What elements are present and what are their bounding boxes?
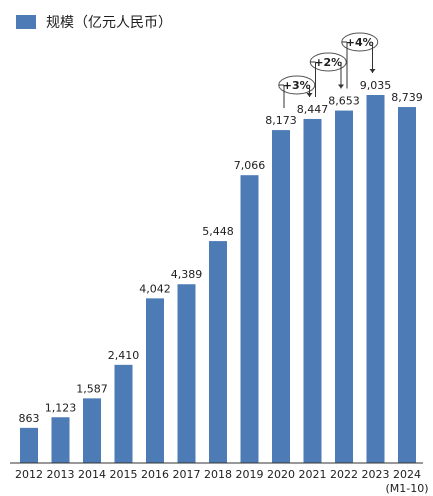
data-label: 7,066 — [234, 159, 266, 172]
x-tick-label: 2014 — [78, 468, 106, 481]
data-label: 2,410 — [108, 349, 140, 362]
data-label: 863 — [19, 412, 40, 425]
legend: 规模（亿元人民币） — [16, 12, 172, 32]
bar-2017 — [177, 284, 196, 463]
bar-2022 — [335, 110, 353, 463]
legend-label: 规模（亿元人民币） — [46, 15, 172, 31]
x-tick-label: 2016 — [141, 468, 169, 481]
x-tick-label: 2015 — [110, 468, 138, 481]
bar-2020 — [272, 130, 290, 463]
x-tick-label: 2018 — [204, 468, 232, 481]
data-label: 8,447 — [297, 103, 329, 116]
x-tick-label: 2017 — [173, 468, 201, 481]
bar-2021 — [303, 118, 322, 464]
data-label: 4,042 — [139, 282, 171, 295]
x-tick-label: 2022 — [330, 468, 358, 481]
x-tick-label: 2023 — [362, 468, 390, 481]
x-tick-label: 2012 — [15, 468, 43, 481]
x-tick-label: 2024 — [393, 468, 421, 481]
growth-bubble — [278, 75, 316, 95]
data-label: 9,035 — [360, 79, 392, 92]
data-label: 1,587 — [76, 382, 108, 395]
bar-2013 — [51, 417, 70, 463]
bar-2014 — [83, 398, 101, 463]
growth-bubble — [341, 32, 379, 52]
growth-label: +2% — [314, 56, 342, 69]
growth-label: +3% — [283, 79, 311, 92]
data-label: 8,173 — [265, 114, 297, 127]
data-label: 8,739 — [391, 91, 423, 104]
bar-2023 — [366, 95, 385, 463]
growth-arrow-head — [306, 92, 313, 97]
bar-2016 — [146, 298, 164, 463]
x-tick-label: 2013 — [47, 468, 75, 481]
data-label: 1,123 — [45, 401, 77, 414]
bar-2018 — [209, 241, 227, 463]
bar-2024 — [398, 107, 416, 464]
growth-arrow-head — [369, 69, 376, 73]
bar-2019 — [240, 175, 259, 463]
data-label: 8,653 — [328, 95, 360, 108]
legend-swatch — [16, 15, 36, 29]
data-label: 5,448 — [202, 225, 234, 238]
growth-bubble — [309, 52, 347, 72]
x-tick-label: 2021 — [299, 468, 327, 481]
bar-2015 — [114, 364, 133, 463]
growth-arrow-head — [338, 84, 344, 89]
x-tick-label: 2019 — [236, 468, 264, 481]
x-tick-sublabel: (M1-10) — [385, 482, 428, 495]
bar-2012 — [20, 427, 38, 463]
data-label: 4,389 — [171, 268, 203, 281]
growth-label: +4% — [346, 36, 374, 49]
x-tick-label: 2020 — [267, 468, 295, 481]
